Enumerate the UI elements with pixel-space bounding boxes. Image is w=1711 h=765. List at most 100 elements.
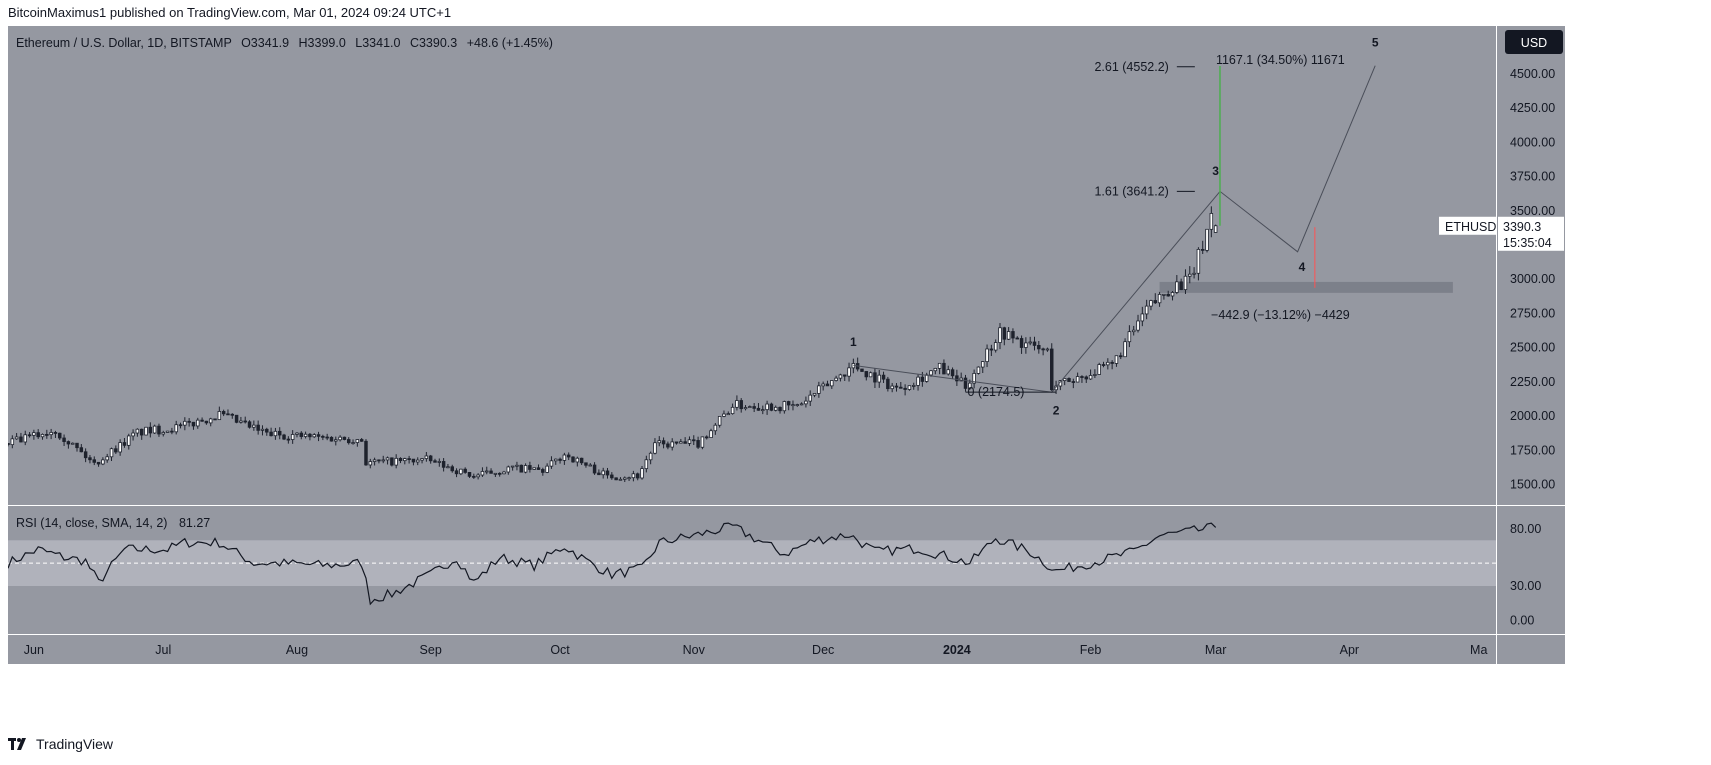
price-tick-label: 4250.00 [1510,101,1555,115]
candle-body [1119,355,1123,358]
candle-body [1179,281,1183,291]
candle-body [644,459,649,470]
candle-body [92,459,96,463]
candle-body [817,385,821,394]
candle-body [385,457,390,461]
candle-body [23,434,27,443]
candle-body [985,348,989,362]
candle-body [786,401,791,406]
candle-body [127,435,131,446]
price-pane[interactable] [8,26,1496,505]
candle-body [912,385,916,387]
candle-body [571,456,575,463]
candle-body [614,477,618,481]
candle-body [217,411,222,421]
candle-body [178,424,183,427]
candle-body [122,442,127,446]
candle-body [1015,337,1019,340]
candle-body [942,362,946,375]
candle-body [321,435,325,438]
candle-body [998,327,1002,343]
candle-body [411,458,416,463]
rsi-legend: RSI (14, close, SMA, 14, 2) 81.27 [16,516,210,530]
fib-level-label: 1.61 (3641.2) [1094,184,1168,198]
candle-body [618,478,623,481]
candle-body [579,457,584,464]
candle-body [773,406,778,411]
time-axis-bg[interactable] [8,634,1496,664]
candle-body [640,468,644,479]
candle-body [14,436,19,440]
candle-body [1131,329,1136,333]
support-zone [1159,281,1453,293]
time-tick-label: Sep [420,643,442,657]
candle-body [666,443,670,448]
candle-body [730,406,735,415]
wave-label: 3 [1212,164,1219,178]
candle-body [989,348,994,351]
price-tick-label: 2750.00 [1510,306,1555,320]
ohlc-close: C3390.3 [410,36,457,50]
rsi-tick-label: 80.00 [1510,522,1541,536]
candle-body [976,366,981,374]
candle-body [79,447,84,453]
candle-body [1032,341,1037,346]
candle-body [981,361,985,368]
candle-body [528,465,532,470]
candle-body [1037,345,1041,350]
candle-body [342,436,347,440]
candle-body [515,464,519,467]
candle-body [536,467,541,470]
chart-area[interactable]: 1 2 3 4 5 0 (2174.5) 1.61 (3641.2) 2.61 (4552.2… [6,26,1703,724]
eth-usd-chart[interactable]: 1 2 3 4 5 0 (2174.5) 1.61 (3641.2) 2.61 (4552.2… [6,26,1703,724]
candle-body [519,464,523,473]
candle-body [234,414,239,423]
candle-body [295,432,299,435]
time-tick-label: Jul [155,643,171,657]
candle-body [937,362,942,369]
candle-body [769,403,774,411]
candle-body [506,466,511,473]
measure-up-label: 1167.1 (34.50%) 11671 [1216,53,1345,67]
currency-button[interactable]: USD [1505,30,1563,54]
price-axis-bg[interactable] [1496,26,1565,664]
candle-body [208,418,213,424]
candle-body [1110,361,1114,364]
tradingview-footer[interactable]: TradingView [8,736,113,752]
time-tick-label: Aug [286,643,308,657]
price-tick-label: 1500.00 [1510,477,1555,491]
candle-body [377,459,381,462]
candle-body [661,440,666,445]
candle-body [1200,248,1205,251]
candle-body [558,458,562,461]
currency-label[interactable]: USD [1521,36,1547,50]
candle-body [148,426,153,434]
candle-body [549,460,554,467]
publish-header: BitcoinMaximus1 published on TradingView… [8,5,452,20]
candle-body [748,406,752,408]
candle-body [1024,342,1028,348]
candle-body [6,443,10,446]
candle-body [868,372,873,378]
candle-body [239,420,243,423]
candle-body [929,370,933,376]
candle-body [144,426,148,436]
candle-body [200,419,204,422]
time-tick-label: Dec [812,643,834,657]
candle-body [1123,341,1127,358]
candle-body [1097,364,1101,375]
candle-body [489,470,493,474]
tradingview-logo-icon [8,738,30,750]
price-tick-label: 2000.00 [1510,409,1555,423]
candle-body [735,400,739,408]
candle-body [334,439,338,442]
tradingview-brand: TradingView [36,736,114,752]
candle-body [1144,305,1149,315]
candle-body [782,401,787,412]
candle-body [191,421,196,427]
candle-body [303,433,308,437]
candle-body [230,413,235,416]
candle-body [907,385,912,390]
rsi-tick-label: 30.00 [1510,579,1541,593]
candle-body [183,420,187,426]
